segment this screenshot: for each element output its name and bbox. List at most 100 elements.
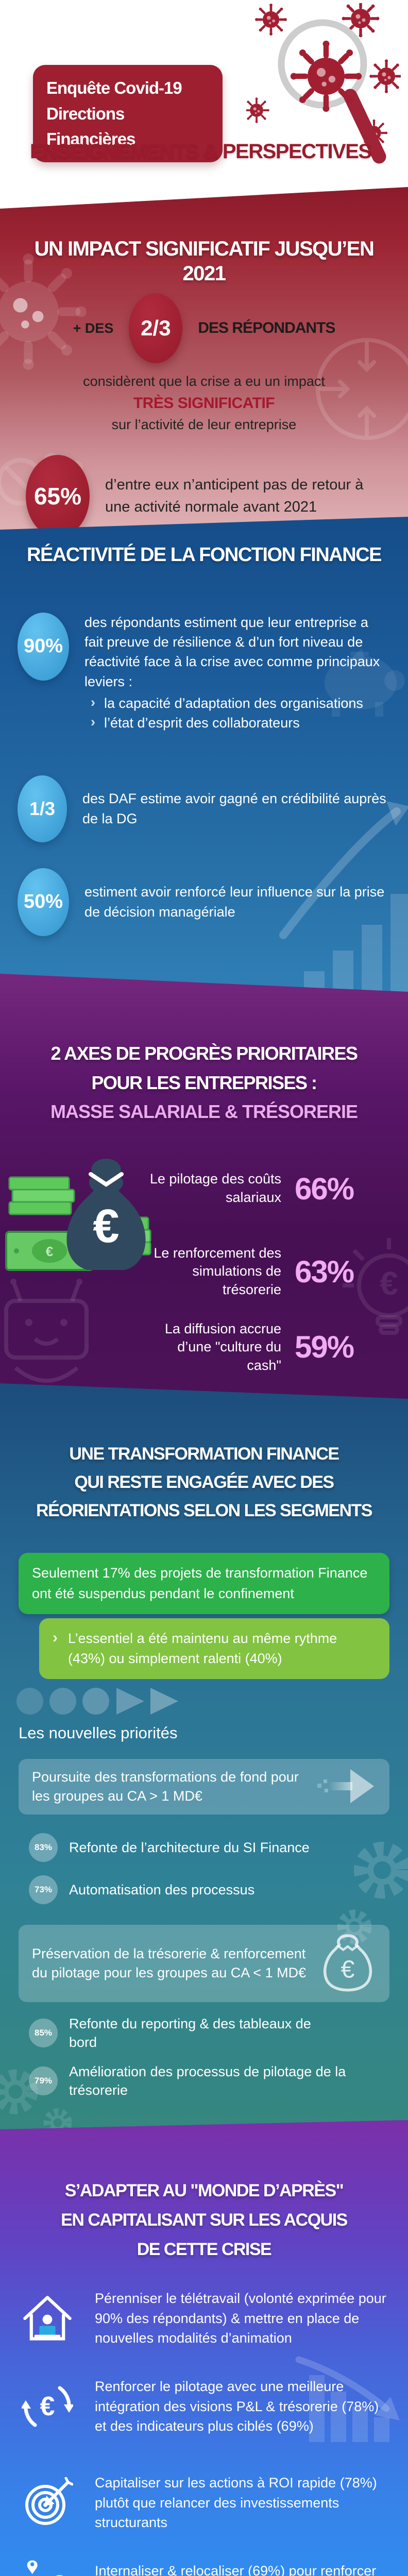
adapt-text: Pérenniser le télétravail (volonté expri…	[95, 2291, 386, 2346]
ninety-badge: 90%	[18, 612, 69, 681]
adapt-text: Renforcer le pilotage avec une meilleure…	[95, 2379, 379, 2434]
big-virus-icon	[291, 41, 362, 112]
euro-cycle-icon: €	[21, 2381, 74, 2432]
impact-section: UN IMPACT SIGNIFICATIF JUSQU’EN 2021 + D…	[0, 187, 408, 534]
page-title: ENSEIGNEMENTS & PERSPECTIVES	[30, 140, 372, 163]
pct-text: Refonte de l’architecture du SI Finance	[69, 1839, 310, 1855]
axis-row: La diffusion accrue d’une "culture du ca…	[149, 1320, 372, 1375]
sixty-five-row: 65% d’entre eux n’anticipent pas de reto…	[18, 455, 390, 534]
stat-row-third: 1/3 des DAF estime avoir gagné en crédib…	[18, 775, 390, 842]
one-third-badge: 1/3	[18, 775, 67, 842]
transformation-section: UNE TRANSFORMATION FINANCE QUI RESTE ENG…	[0, 1383, 408, 2133]
axis-label: Le renforcement des simulations de tréso…	[154, 1245, 281, 1297]
green-box-secondary: L’essentiel a été maintenu au même rythm…	[39, 1618, 389, 1679]
pct-text: Automatisation des processus	[69, 1882, 255, 1897]
axes-title-line2: POUR LES ENTREPRISES :	[91, 1072, 317, 1094]
fifty-badge: 50%	[18, 868, 69, 936]
lever-list: la capacité d’adaptation des organisatio…	[84, 692, 390, 733]
pct-badge: 85%	[29, 2019, 58, 2048]
stat-row-73: 73% Automatisation des processus	[29, 1875, 389, 1904]
svg-text:€: €	[341, 1955, 355, 1983]
impact-title: UN IMPACT SIGNIFICATIF JUSQU’EN 2021	[34, 238, 375, 285]
adapt-item-relocalisation: Internaliser & relocaliser (69%) pour re…	[21, 2556, 387, 2576]
lever-item: la capacité d’adaptation des organisatio…	[91, 692, 390, 713]
relocate-icon	[21, 2556, 74, 2576]
adapt-item-pilotage: € Renforcer le pilotage avec une meilleu…	[21, 2377, 387, 2436]
axis-row: Le renforcement des simulations de tréso…	[149, 1244, 372, 1299]
transformation-title-line3: RÉORIENTATIONS SELON LES SEGMENTS	[36, 1500, 372, 1520]
group1-card: Poursuite des transformations de fond po…	[19, 1758, 389, 1815]
impact-statement: considèrent que la crise a eu un impact …	[18, 371, 390, 435]
fast-forward-trail-icon	[16, 1687, 178, 1715]
one-third-text: des DAF estime avoir gagné en crédibilit…	[82, 791, 386, 826]
dissolving-arrow-icon	[317, 1769, 374, 1803]
axis-value: 66%	[295, 1171, 354, 1206]
remote-work-icon	[21, 2292, 74, 2345]
svg-text:€: €	[93, 1200, 119, 1252]
money-bag-illustration: € €	[5, 1159, 151, 1271]
axes-section: €	[0, 974, 408, 1399]
pct-text: Refonte du reporting & des tableaux de b…	[69, 2015, 311, 2050]
group2-card-text: Préservation de la trésorerie & renforce…	[32, 1945, 307, 1980]
transformation-title-line1: UNE TRANSFORMATION FINANCE	[69, 1444, 339, 1464]
adapt-item-teletravail: Pérenniser le télétravail (volonté expri…	[21, 2289, 387, 2348]
pct-badge: 73%	[29, 1875, 58, 1904]
transformation-title-line2: QUI RESTE ENGAGÉE AVEC DES	[74, 1472, 334, 1492]
ninety-text-block: des répondants estiment que leur entrepr…	[84, 613, 390, 733]
stat-row-50: 50% estiment avoir renforcé leur influen…	[18, 868, 390, 936]
survey-badge: Enquête Covid-19 Directions Financières	[33, 65, 223, 162]
pct-badge: 79%	[29, 2066, 58, 2096]
badge-line2: Directions Financières	[46, 104, 135, 149]
group2-card: Préservation de la trésorerie & renforce…	[19, 1924, 389, 2002]
fifty-text: estiment avoir renforcé leur influence s…	[84, 884, 385, 920]
adapt-text: Capitaliser sur les actions à ROI rapide…	[95, 2475, 377, 2531]
magnifier-lens-icon	[278, 19, 367, 109]
two-thirds-row: + DES 2/3 DES RÉPONDANTS	[18, 293, 390, 363]
lever-item: l’état d’esprit des collaborateurs	[91, 712, 390, 733]
sixty-five-text: d’entre eux n’anticipent pas de retour à…	[105, 476, 364, 516]
target-icon	[21, 2477, 74, 2529]
axis-label: Le pilotage des coûts salariaux	[149, 1171, 281, 1205]
axes-title-highlight: MASSE SALARIALE & TRÉSORERIE	[50, 1101, 358, 1123]
adapt-item-roi: Capitaliser sur les actions à ROI rapide…	[21, 2473, 387, 2532]
stat-prefix: + DES	[73, 320, 114, 336]
impact-highlight: TRÈS SIGNIFICATIF	[133, 394, 275, 412]
pct-text: Amélioration des processus de pilotage d…	[69, 2063, 346, 2098]
reactivity-title: RÉACTIVITÉ DE LA FONCTION FINANCE	[27, 544, 382, 566]
magnifier-virus-illustration	[246, 3, 401, 164]
badge-line1: Enquête Covid-19	[46, 78, 182, 97]
money-bag-outline-icon: €	[323, 1934, 372, 1992]
stat-suffix: DES RÉPONDANTS	[198, 319, 335, 336]
money-bag-icon: €	[66, 1159, 146, 1270]
adapt-text: Internaliser & relocaliser (69%) pour re…	[95, 2563, 377, 2576]
sixty-five-badge: 65%	[26, 455, 90, 534]
adapt-title-line1: S’ADAPTER AU "MONDE D’APRÈS"	[64, 2181, 344, 2200]
adapt-title-line2: EN CAPITALISANT SUR LES ACQUIS	[61, 2210, 348, 2230]
svg-text:€: €	[46, 1244, 53, 1259]
stat-row-90: 90% des répondants estiment que leur ent…	[18, 612, 390, 733]
adapt-section: S’ADAPTER AU "MONDE D’APRÈS" EN CAPITALI…	[0, 2120, 408, 2576]
green-box-primary: Seulement 17% des projets de transformat…	[19, 1553, 389, 1614]
stat-row-85: 85% Refonte du reporting & des tableaux …	[29, 2014, 389, 2052]
two-thirds-badge: 2/3	[129, 293, 183, 363]
pct-badge: 83%	[29, 1833, 58, 1862]
priorities-title: Les nouvelles priorités	[19, 1723, 178, 1742]
stat-row-83: 83% Refonte de l’architecture du SI Fina…	[29, 1833, 389, 1862]
axes-title-line1: 2 AXES DE PROGRÈS PRIORITAIRES	[50, 1043, 358, 1064]
ninety-text: des répondants estiment que leur entrepr…	[84, 614, 380, 689]
axis-row: Le pilotage des coûts salariaux 66%	[149, 1170, 372, 1207]
group1-card-text: Poursuite des transformations de fond po…	[32, 1769, 299, 1804]
adapt-title-line3: DE CETTE CRISE	[137, 2239, 272, 2259]
impact-line1: considèrent que la crise a eu un impact	[83, 374, 325, 389]
axis-value: 59%	[295, 1330, 354, 1365]
svg-text:€: €	[40, 2392, 55, 2421]
axis-label: La diffusion accrue d’une "culture du ca…	[164, 1320, 281, 1373]
magnifier-handle-icon	[343, 89, 386, 164]
header-section: Enquête Covid-19 Directions Financières …	[0, 0, 408, 216]
reactivity-section: RÉACTIVITÉ DE LA FONCTION FINANCE 90% de…	[0, 517, 408, 994]
axis-value: 63%	[295, 1254, 354, 1289]
impact-line2: sur l’activité de leur entreprise	[111, 417, 297, 433]
stat-row-79: 79% Amélioration des processus de pilota…	[29, 2062, 389, 2100]
axes-rows: Le pilotage des coûts salariaux 66% Le r…	[149, 1170, 372, 1375]
